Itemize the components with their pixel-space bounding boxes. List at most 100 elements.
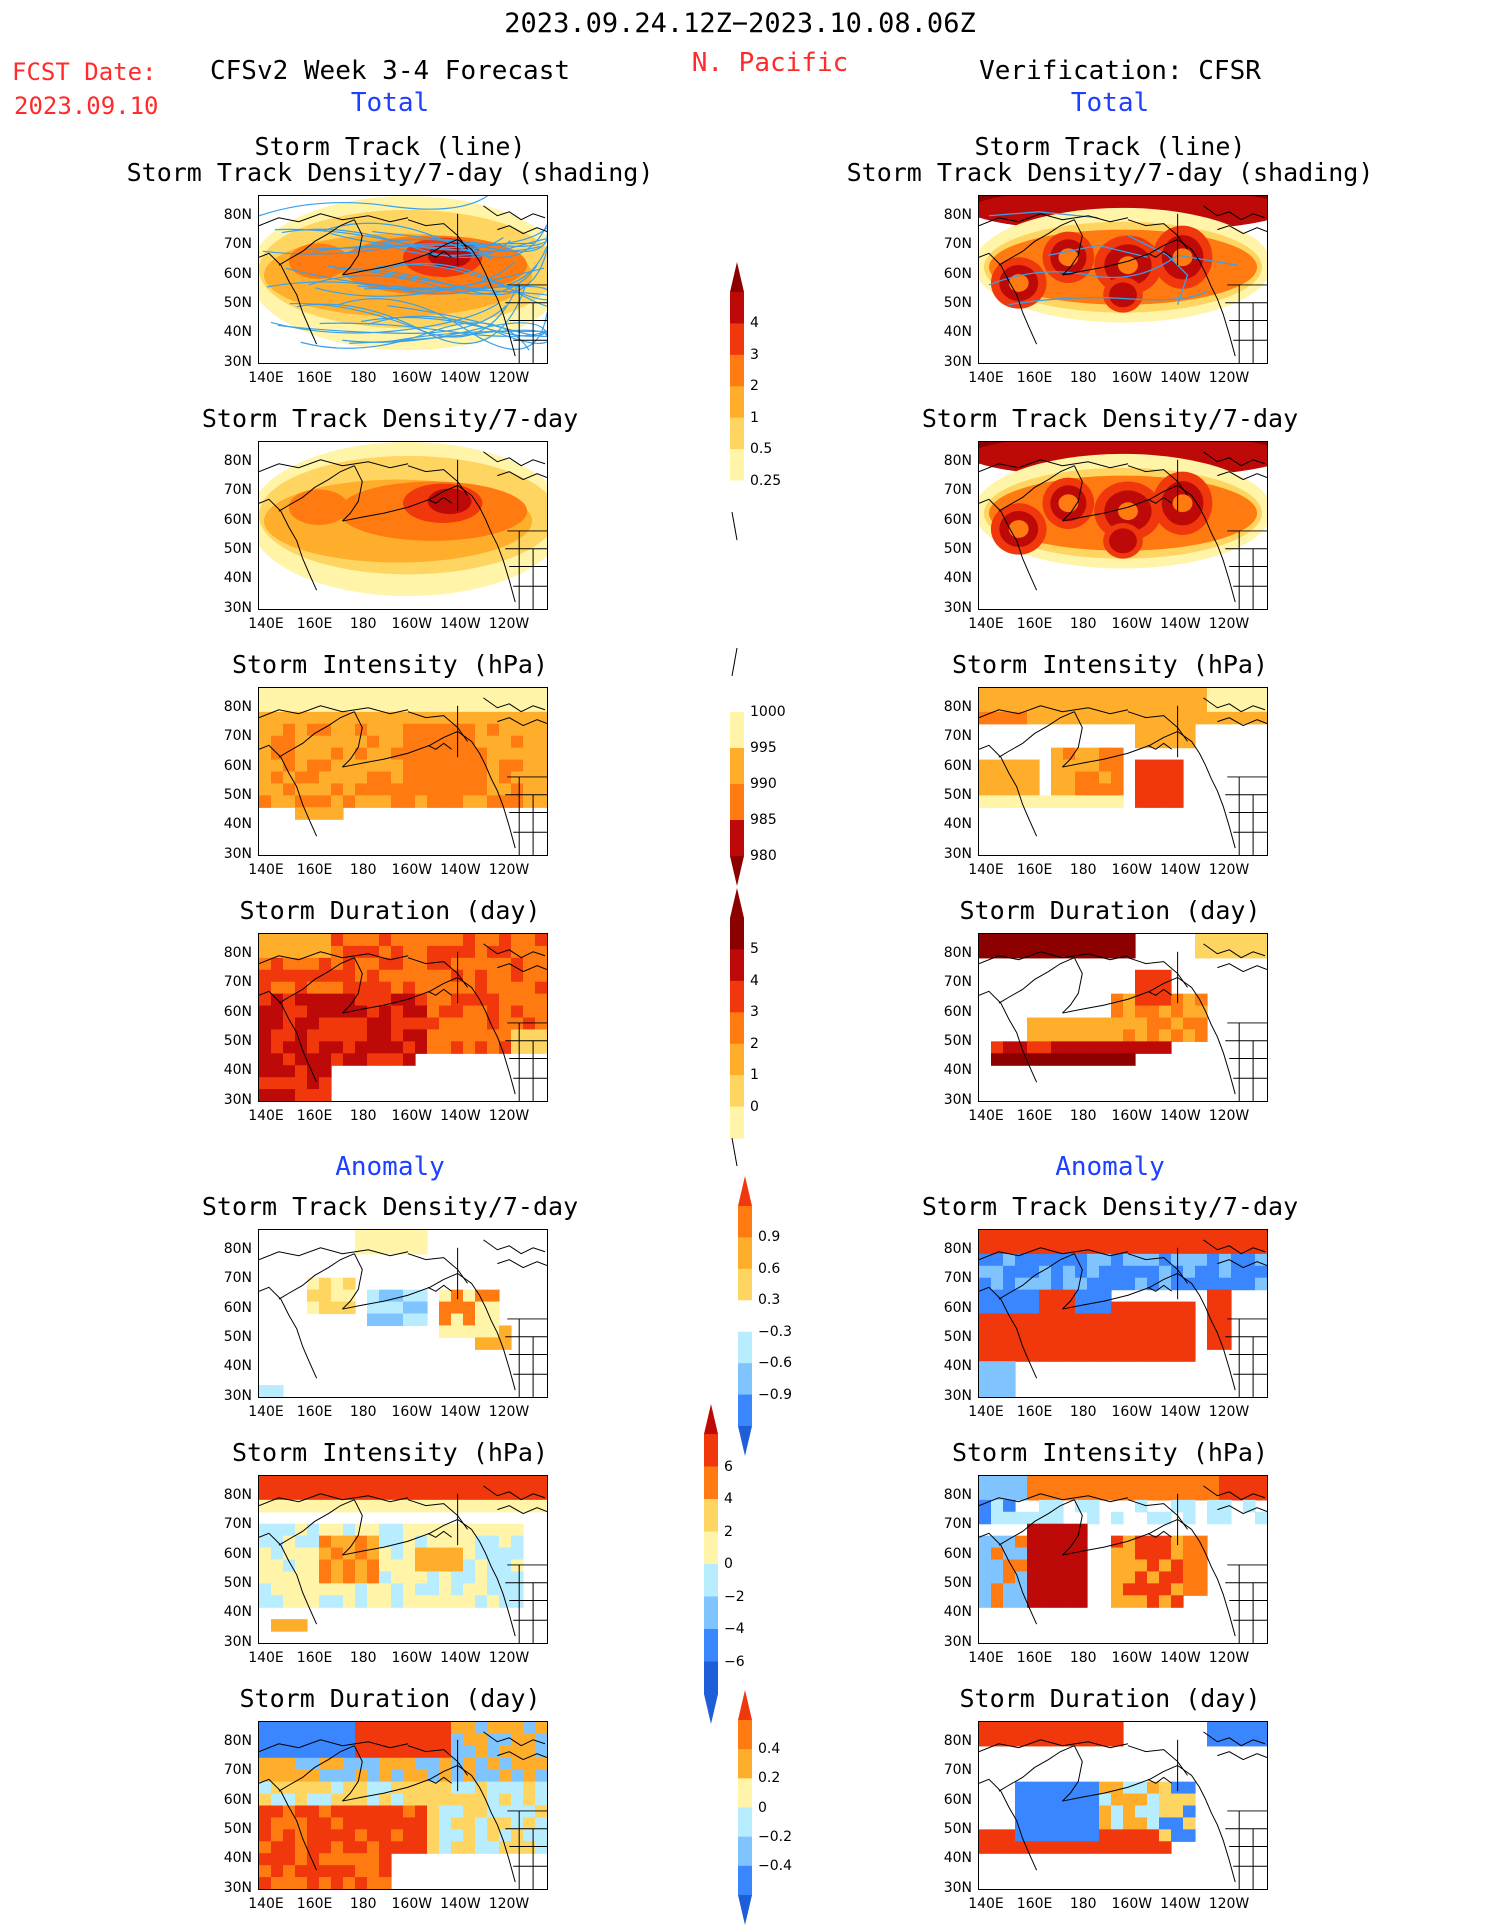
region-label: N. Pacific <box>691 48 849 78</box>
lat-label: 70N <box>223 1516 252 1533</box>
grid-cell <box>1111 1230 1124 1243</box>
grid-cell <box>331 807 344 820</box>
colorbar-segment <box>730 949 744 982</box>
grid-cell <box>319 1487 332 1501</box>
lon-label: 140E <box>248 1650 284 1666</box>
grid-cell <box>271 1523 284 1537</box>
grid-cell <box>307 759 320 773</box>
lon-label: 140W <box>440 1108 481 1124</box>
grid-cell <box>1075 1041 1088 1054</box>
grid-cell <box>319 1733 332 1747</box>
grid-cell <box>1159 735 1172 749</box>
grid-cell <box>283 1757 296 1771</box>
grid-cell <box>355 945 368 959</box>
grid-cell <box>427 945 440 959</box>
grid-cell <box>295 1017 308 1031</box>
grid-cell <box>403 1313 416 1327</box>
grid-cell <box>427 1017 440 1031</box>
grid-cell <box>1135 1559 1148 1573</box>
grid-cell <box>487 1476 500 1489</box>
grid-cell <box>511 1733 524 1747</box>
grid-cell <box>511 1817 524 1830</box>
grid-cell <box>1063 1841 1076 1854</box>
grid-cell <box>403 795 416 808</box>
grid-cell <box>1183 1511 1196 1525</box>
grid-cell <box>343 1769 356 1783</box>
coastline <box>979 1239 1267 1397</box>
grid-cell <box>1135 1476 1148 1489</box>
grid-cell <box>379 1547 392 1561</box>
grid-cell <box>427 1829 440 1842</box>
grid-cell <box>1087 1511 1100 1525</box>
grid-cell <box>1087 1230 1100 1243</box>
grid-cell <box>319 699 332 713</box>
grid-cell <box>1243 1265 1256 1279</box>
grid-cell <box>1231 711 1244 725</box>
grid-cell <box>991 1733 1004 1747</box>
grid-cell <box>511 1769 524 1783</box>
grid-cell <box>499 1499 512 1513</box>
grid-cell <box>499 759 512 773</box>
lon-label: 140E <box>248 1404 284 1420</box>
grid-cell <box>415 969 428 983</box>
grid-cell <box>1123 1265 1136 1279</box>
grid-cell <box>439 795 452 808</box>
colorbar-segment <box>730 1075 744 1108</box>
grid-cell <box>295 957 308 971</box>
grid-cell <box>427 688 440 701</box>
grid-cell <box>1135 1817 1148 1830</box>
lon-label: 160E <box>1016 1896 1053 1912</box>
grid-cell <box>1051 771 1064 785</box>
grid-cell <box>1195 688 1208 701</box>
grid-cell <box>355 747 368 761</box>
grid-cell <box>1123 1829 1136 1842</box>
grid-cell <box>463 783 476 796</box>
grid-cell <box>427 1793 440 1807</box>
grid-cell <box>1207 1265 1220 1279</box>
grid-cell <box>283 1829 296 1842</box>
grid-cell <box>415 1805 428 1819</box>
grid-cell <box>1075 1781 1088 1795</box>
grid-cell <box>343 1841 356 1854</box>
colorbar-segment <box>730 417 744 450</box>
grid-cell <box>1243 688 1256 701</box>
grid-cell <box>295 699 308 713</box>
grid-cell <box>259 1535 272 1549</box>
grid-cell <box>451 1817 464 1830</box>
grid-cell <box>403 934 416 947</box>
left-intensity-title: Storm Intensity (hPa) <box>231 650 549 679</box>
lat-label: 30N <box>943 1633 972 1650</box>
grid-cell <box>307 1865 320 1878</box>
grid-cell <box>295 1065 308 1078</box>
grid-cell <box>367 1301 380 1315</box>
grid-cell <box>487 747 500 761</box>
grid-cell <box>1231 1241 1244 1255</box>
grid-cell <box>1075 1349 1088 1362</box>
grid-cell <box>1039 1053 1052 1066</box>
grid-cell <box>391 723 404 737</box>
grid-cell <box>367 1595 380 1608</box>
lat-label: 60N <box>223 1299 252 1316</box>
grid-cell <box>487 771 500 785</box>
grid-cell <box>319 795 332 808</box>
grid-cell <box>1159 1017 1172 1031</box>
grid-cell <box>1159 1511 1172 1525</box>
grid-cell <box>367 1017 380 1031</box>
grid-cell <box>259 1853 272 1866</box>
grid-cell <box>379 1733 392 1747</box>
grid-cell <box>487 723 500 737</box>
grid-cell <box>511 1595 524 1608</box>
grid-cell <box>475 1757 488 1771</box>
grid-cell <box>523 1476 536 1489</box>
grid-cell <box>1087 1041 1100 1054</box>
grid-cell <box>499 735 512 749</box>
grid-cell <box>331 1301 344 1315</box>
grid-cell <box>367 1571 380 1584</box>
lat-label: 70N <box>223 236 252 253</box>
grid-cell <box>1159 759 1172 773</box>
grid-cell <box>259 759 272 773</box>
grid-cell <box>1003 699 1016 713</box>
grid-cell <box>475 1829 488 1842</box>
grid-cell <box>1099 1337 1112 1350</box>
grid-cell <box>1099 1277 1112 1291</box>
